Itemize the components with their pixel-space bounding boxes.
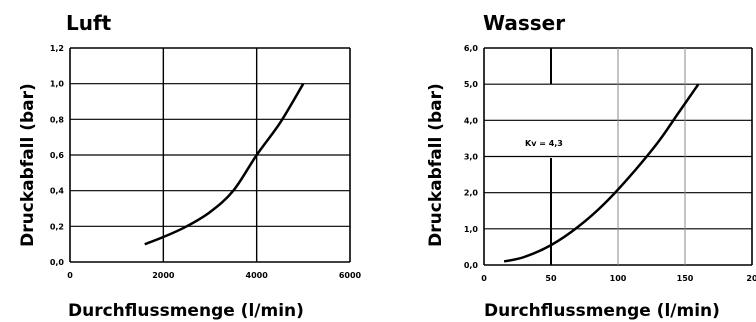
chart-wasser-x-ticks: 0 50 100 150 20: [481, 274, 756, 283]
wasser-x-tick-label: 150: [677, 274, 694, 283]
wasser-x-tick-label: 50: [545, 274, 557, 283]
chart-wasser-title: Wasser: [483, 11, 565, 35]
chart-luft-grid: [69, 47, 351, 263]
chart-wasser-y-ticks: 0,0 1,0 2,0 3,0 4,0 5,0 6,0: [464, 44, 479, 270]
wasser-x-tick-label: 100: [610, 274, 627, 283]
luft-y-tick-label: 0,8: [50, 115, 65, 124]
wasser-x-tick-label: 20: [746, 274, 756, 283]
chart-wasser-annotation: Kv = 4,3: [525, 139, 563, 148]
luft-x-tick-label: 4000: [246, 271, 269, 280]
wasser-y-tick-label: 6,0: [464, 44, 479, 53]
luft-y-tick-label: 1,0: [50, 80, 65, 89]
chart-wasser-series-line: [503, 83, 700, 263]
wasser-y-tick-label: 5,0: [464, 80, 479, 89]
luft-x-tick-label: 0: [67, 271, 73, 280]
chart-luft-x-ticks: 0 2000 4000 6000: [67, 271, 361, 280]
chart-luft-ylabel: Druckabfall (bar): [18, 83, 38, 247]
wasser-y-tick-label: 2,0: [464, 189, 479, 198]
luft-y-tick-label: 0,0: [50, 258, 65, 267]
chart-luft: Luft Durchflussmenge (l/min) Druckabfall…: [18, 11, 362, 321]
wasser-y-tick-label: 4,0: [464, 116, 479, 125]
chart-wasser-ylabel: Druckabfall (bar): [426, 83, 446, 247]
luft-y-tick-label: 0,2: [50, 222, 64, 231]
chart-luft-series-line: [144, 83, 305, 246]
luft-y-tick-label: 0,6: [50, 151, 65, 160]
wasser-y-tick-label: 1,0: [464, 225, 479, 234]
luft-x-tick-label: 2000: [152, 271, 175, 280]
chart-wasser: Wasser Durchflussmenge (l/min) Druckabfa…: [426, 11, 756, 321]
chart-wasser-xlabel: Durchflussmenge (l/min): [484, 301, 720, 321]
luft-y-tick-label: 1,2: [50, 44, 64, 53]
wasser-x-tick-label: 0: [481, 274, 487, 283]
wasser-y-tick-label: 3,0: [464, 153, 479, 162]
chart-luft-y-ticks: 0,0 0,2 0,4 0,6 0,8 1,0 1,2: [50, 44, 65, 267]
luft-x-tick-label: 6000: [339, 271, 362, 280]
chart-wasser-grid: [483, 47, 753, 266]
chart-luft-xlabel: Durchflussmenge (l/min): [68, 301, 304, 321]
luft-y-tick-label: 0,4: [50, 187, 65, 196]
wasser-y-tick-label: 0,0: [464, 261, 479, 270]
chart-luft-title: Luft: [66, 11, 112, 35]
